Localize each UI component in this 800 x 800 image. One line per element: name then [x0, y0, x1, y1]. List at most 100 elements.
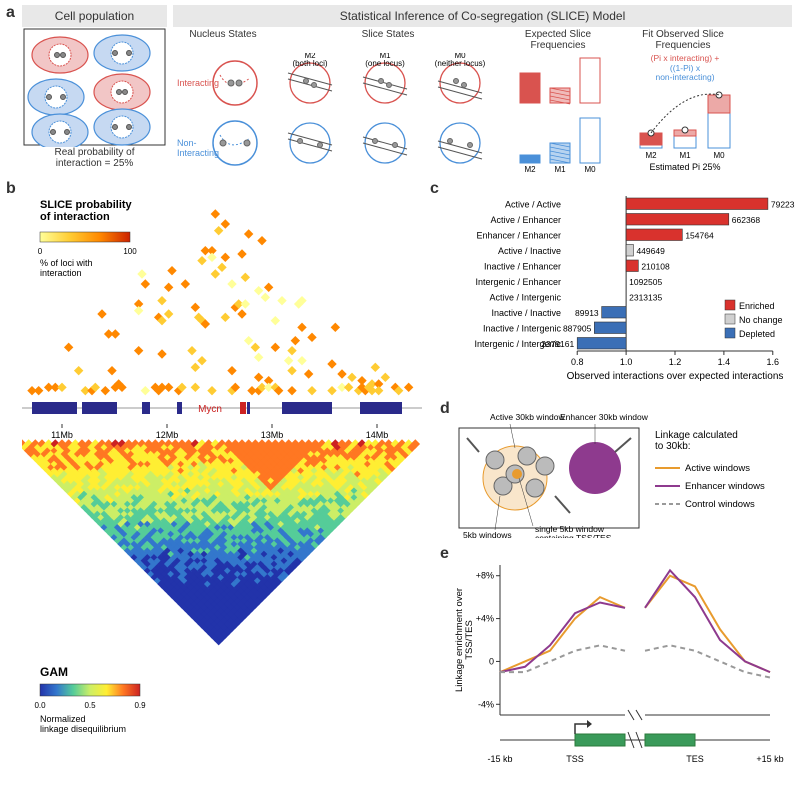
cell-pop-header: Cell population	[22, 5, 167, 27]
svg-text:Control windows: Control windows	[685, 499, 755, 510]
svg-text:(Pi x interacting) +: (Pi x interacting) +	[651, 53, 720, 63]
svg-text:2379161: 2379161	[541, 339, 574, 349]
svg-text:662368: 662368	[732, 215, 761, 225]
svg-text:1092505: 1092505	[629, 277, 662, 287]
slice-col-svg-3: (Pi x interacting) +((1-Pi) xnon-interac…	[615, 53, 755, 173]
svg-text:% of loci withinteraction: % of loci withinteraction	[40, 258, 93, 278]
panel-d-svg: Active 30kb windowEnhancer 30kb window 5k…	[455, 408, 795, 538]
svg-text:+4%: +4%	[476, 614, 494, 624]
svg-text:89913: 89913	[575, 308, 599, 318]
svg-text:M1(one locus): M1(one locus)	[365, 53, 405, 68]
svg-text:Interacting: Interacting	[177, 78, 219, 88]
panel-d: Active 30kb windowEnhancer 30kb window 5k…	[455, 408, 795, 538]
svg-text:0.9: 0.9	[134, 701, 146, 710]
svg-text:SLICE probabilityof interactio: SLICE probabilityof interaction	[40, 199, 133, 223]
svg-text:Active / Inactive: Active / Inactive	[498, 246, 561, 256]
svg-text:single 5kb windowcontaining TS: single 5kb windowcontaining TSS/TES	[535, 524, 612, 538]
svg-text:M1: M1	[679, 151, 691, 160]
svg-text:1.6: 1.6	[767, 357, 780, 367]
svg-text:M1: M1	[554, 165, 566, 173]
svg-text:Enriched: Enriched	[739, 301, 775, 311]
svg-text:Active / Intergenic: Active / Intergenic	[489, 293, 561, 303]
svg-text:-4%: -4%	[478, 699, 494, 709]
slice-col-header: Slice States	[275, 29, 501, 53]
svg-text:GAM: GAM	[40, 665, 68, 679]
svg-text:792232: 792232	[771, 200, 795, 210]
panel-e: +8% +4% 0 -4%Linkage enrichment overTSS/TES…	[455, 555, 795, 775]
svg-text:+8%: +8%	[476, 571, 494, 581]
svg-text:Inactive / Inactive: Inactive / Inactive	[491, 308, 561, 318]
svg-text:M0(neither locus): M0(neither locus)	[435, 53, 486, 68]
slice-col-header: Nucleus States	[175, 29, 271, 53]
svg-text:Normalizedlinkage disequilibri: Normalizedlinkage disequilibrium	[40, 714, 126, 734]
svg-text:M2: M2	[524, 165, 536, 173]
svg-text:Active 30kb window: Active 30kb window	[490, 412, 566, 422]
svg-text:Inactive / Intergenic: Inactive / Intergenic	[483, 324, 562, 334]
svg-text:Estimated Pi 25%: Estimated Pi 25%	[649, 162, 720, 172]
svg-text:((1-Pi) xnon-interacting): ((1-Pi) xnon-interacting)	[655, 63, 714, 82]
svg-text:14Mb: 14Mb	[366, 430, 389, 440]
svg-text:Mycn: Mycn	[198, 404, 222, 415]
panel-d-label: d	[440, 400, 450, 418]
panel-c-svg: Active / Active 792232 Active / Enhancer 66…	[435, 190, 795, 390]
panel-b-label: b	[6, 180, 16, 198]
svg-text:TSS: TSS	[566, 754, 584, 764]
svg-text:100: 100	[123, 247, 137, 256]
svg-text:M0: M0	[713, 151, 725, 160]
svg-text:12Mb: 12Mb	[156, 430, 179, 440]
cell-pop-svg	[22, 27, 167, 147]
svg-text:-15 kb: -15 kb	[487, 754, 512, 764]
slice-col-0: Nucleus StatesInteractingNon-Interacting	[173, 27, 273, 177]
svg-text:13Mb: 13Mb	[261, 430, 284, 440]
svg-text:M0: M0	[584, 165, 596, 173]
svg-text:11Mb: 11Mb	[51, 430, 73, 440]
panel-b-svg: 0 100 SLICE probabilityof interaction % of …	[22, 184, 422, 774]
svg-text:5kb windows: 5kb windows	[463, 530, 512, 538]
svg-text:Intergenic / Enhancer: Intergenic / Enhancer	[475, 277, 561, 287]
svg-text:No change: No change	[739, 315, 783, 325]
svg-text:0.5: 0.5	[84, 701, 96, 710]
panel-e-label: e	[440, 545, 449, 563]
slice-col-svg-2: M2 M1 M0	[505, 53, 615, 173]
svg-text:449649: 449649	[636, 246, 665, 256]
svg-text:Enhancer windows: Enhancer windows	[685, 481, 765, 492]
svg-text:TES: TES	[686, 754, 704, 764]
svg-text:1.4: 1.4	[718, 357, 731, 367]
svg-text:+15 kb: +15 kb	[756, 754, 783, 764]
svg-text:Active / Enhancer: Active / Enhancer	[490, 215, 561, 225]
slice-col-3: Fit Observed Slice Frequencies(Pi x inte…	[613, 27, 753, 177]
panel-e-svg: +8% +4% 0 -4%Linkage enrichment overTSS/TES…	[455, 555, 795, 775]
slice-col-header: Expected Slice Frequencies	[505, 29, 611, 53]
panel-c: Active / Active 792232 Active / Enhancer 66…	[435, 190, 795, 390]
svg-text:Linkage enrichment overTSS/TES: Linkage enrichment overTSS/TES	[455, 588, 475, 692]
svg-text:Enhancer / Enhancer: Enhancer / Enhancer	[476, 231, 561, 241]
svg-text:Depleted: Depleted	[739, 329, 775, 339]
svg-text:Observed interactions over exp: Observed interactions over expected inte…	[567, 371, 784, 382]
svg-text:0.8: 0.8	[571, 357, 584, 367]
panel-b: 0 100 SLICE probabilityof interaction % of …	[22, 184, 422, 774]
slice-col-svg-0: InteractingNon-Interacting	[175, 53, 275, 173]
svg-text:1.0: 1.0	[620, 357, 633, 367]
slice-col-1: Slice StatesM2(both loci) M1(one locus) M0…	[273, 27, 503, 177]
panel-a: Cell population Real probability of inte…	[22, 5, 792, 177]
cell-pop-caption: Real probability of interaction = 25%	[22, 147, 167, 169]
svg-text:1.2: 1.2	[669, 357, 682, 367]
svg-text:0: 0	[38, 247, 43, 256]
svg-text:0: 0	[489, 656, 494, 666]
svg-text:210108: 210108	[641, 262, 670, 272]
svg-text:154764: 154764	[685, 231, 714, 241]
slice-model-header: Statistical Inference of Co-segregation …	[173, 5, 792, 27]
svg-text:Inactive / Enhancer: Inactive / Enhancer	[484, 262, 561, 272]
slice-col-svg-1: M2(both loci) M1(one locus) M0(neither loc…	[275, 53, 505, 173]
svg-text:Linkage calculatedto 30kb:: Linkage calculatedto 30kb:	[655, 430, 738, 452]
svg-text:2313135: 2313135	[629, 293, 662, 303]
svg-text:0.0: 0.0	[34, 701, 46, 710]
slice-col-header: Fit Observed Slice Frequencies	[615, 29, 751, 53]
svg-text:Active windows: Active windows	[685, 463, 750, 474]
svg-text:Enhancer 30kb window: Enhancer 30kb window	[560, 412, 649, 422]
svg-text:M2(both loci): M2(both loci)	[292, 53, 327, 68]
svg-text:887905: 887905	[563, 324, 592, 334]
svg-text:Active / Active: Active / Active	[505, 200, 561, 210]
svg-text:M2: M2	[645, 151, 657, 160]
slice-col-2: Expected Slice Frequencies M2 M1 M0	[503, 27, 613, 177]
